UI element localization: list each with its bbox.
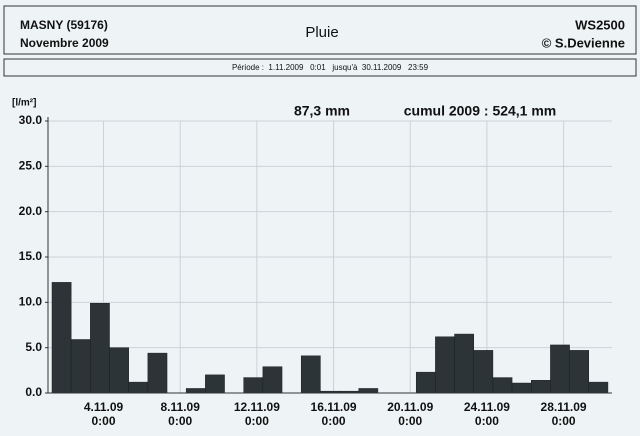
bar xyxy=(492,377,513,394)
x-tick-time: 0:00 xyxy=(552,414,576,428)
y-tick-label: 20.0 xyxy=(19,204,43,218)
bar xyxy=(569,350,590,394)
total: 87,3 mm xyxy=(294,103,350,119)
bar xyxy=(415,371,436,394)
x-tick-label: 12.11.09 xyxy=(234,400,280,414)
station: MASNY (59176) xyxy=(20,18,108,32)
x-tick-time: 0:00 xyxy=(398,414,422,428)
bar xyxy=(205,374,225,394)
y-tick-label: 30.0 xyxy=(19,113,43,127)
month: Novembre 2009 xyxy=(20,36,109,50)
x-tick-label: 4.11.09 xyxy=(84,400,124,414)
bar xyxy=(454,333,474,394)
y-tick-label: 25.0 xyxy=(19,159,43,173)
y-tick-label: 15.0 xyxy=(19,249,43,263)
bar xyxy=(262,366,283,394)
bar xyxy=(128,381,149,394)
bar xyxy=(185,388,206,394)
x-tick-time: 0:00 xyxy=(322,414,346,428)
x-tick-label: 16.11.09 xyxy=(311,400,357,414)
header-box xyxy=(3,5,637,55)
cumulative: cumul 2009 : 524,1 mm xyxy=(404,103,557,119)
chart-title: Pluie xyxy=(305,24,338,41)
device: WS2500 xyxy=(575,17,625,32)
bar xyxy=(70,339,91,394)
bar xyxy=(511,382,532,394)
bar xyxy=(109,347,129,394)
y-tick-label: 0.0 xyxy=(25,385,42,399)
y-unit: [l/m²] xyxy=(12,98,36,109)
x-tick-label: 8.11.09 xyxy=(161,400,201,414)
y-tick-label: 10.0 xyxy=(19,295,43,309)
x-tick-label: 20.11.09 xyxy=(387,400,433,414)
x-tick-time: 0:00 xyxy=(168,414,192,428)
author: © S.Devienne xyxy=(542,35,625,50)
bar xyxy=(147,352,168,394)
period-box xyxy=(3,58,637,77)
period: Période : 1.11.2009 0:01 jusqu'à 30.11.2… xyxy=(232,63,429,72)
bar xyxy=(90,302,110,394)
bar xyxy=(550,344,570,394)
x-tick-label: 24.11.09 xyxy=(464,400,510,414)
bar xyxy=(588,381,609,394)
x-tick-time: 0:00 xyxy=(91,414,115,428)
bar xyxy=(51,282,72,394)
x-tick-time: 0:00 xyxy=(245,414,269,428)
bar xyxy=(435,336,455,394)
bar xyxy=(243,377,264,394)
bar xyxy=(473,350,494,394)
bar xyxy=(531,380,551,394)
x-tick-time: 0:00 xyxy=(475,414,499,428)
bar xyxy=(358,388,379,394)
bar xyxy=(300,355,321,394)
y-tick-label: 5.0 xyxy=(25,340,42,354)
x-tick-label: 28.11.09 xyxy=(541,400,587,414)
